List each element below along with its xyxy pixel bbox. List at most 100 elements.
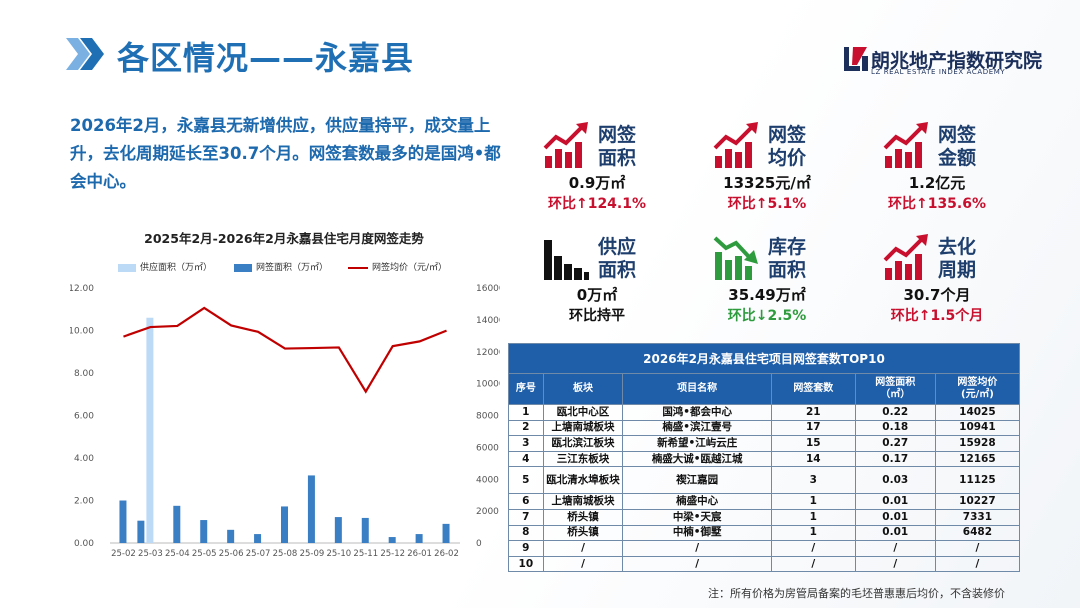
y-right-tick-label: 6000: [476, 443, 499, 453]
x-tick-label: 25-11: [353, 549, 378, 559]
cell-district: 瓯北滨江板块: [542, 435, 624, 452]
cell-rank: 5: [508, 466, 544, 495]
cell-price: 10227: [934, 493, 1021, 510]
table-row: 5 瓯北清水埠板块 禊江嘉园 3 0.03 11125: [508, 466, 1021, 495]
sign-area-bar: [119, 500, 127, 543]
top10-table: 2026年2月永嘉县住宅项目网签套数TOP10 序号 板块 项目名称 网签套数 …: [508, 343, 1021, 573]
y-right-tick-label: 12000: [476, 348, 500, 358]
cell-district: /: [542, 540, 624, 557]
cell-rank: 7: [508, 508, 544, 526]
y-left-tick-label: 8.00: [74, 369, 94, 379]
cell-area: 0.27: [854, 435, 936, 452]
kpi-value: 30.7个月: [903, 286, 971, 304]
kpi-value: 0万㎡: [576, 286, 618, 304]
kpi-change: 环比↓2.5%: [727, 308, 807, 324]
x-tick-label: 25-10: [326, 549, 351, 559]
kpi-supply-area: 供应 面积 0万㎡ 环比持平: [512, 224, 682, 334]
cell-rank: 2: [508, 419, 544, 437]
kpi-sign-amount: 网签 金额 1.2亿元 环比↑135.6%: [852, 112, 1022, 222]
logo-mark-icon: [844, 47, 868, 71]
table-row: 3 瓯北滨江板块 新希望•江屿云庄 15 0.27 15928: [508, 435, 1021, 452]
table-row: 7 桥头镇 中梁•天宸 1 0.01 7331: [508, 508, 1021, 526]
cell-units: 1: [770, 524, 856, 542]
cell-area: 0.01: [854, 524, 936, 542]
cell-units: 21: [770, 404, 856, 421]
kpi-label: 供应 面积: [598, 236, 668, 282]
cell-price: 6482: [934, 524, 1021, 542]
table-row: 9// / / /: [508, 540, 1021, 557]
sign-trend-chart: 0.00 2.00 4.00 6.00 8.00 10.00 12.00 0 2000 4000 6…: [70, 284, 500, 559]
table-row: 8 桥头镇 中楠•御墅 1 0.01 6482: [508, 524, 1021, 542]
kpi-label-line2: 金额: [938, 147, 977, 169]
footnote: 注：所有价格为房管局备案的毛坯普惠惠后均价，不含装修价: [708, 587, 1005, 600]
rising-chart-icon: [543, 122, 588, 168]
x-tick-label: 25-02: [111, 549, 136, 559]
cell-units: 1: [770, 508, 856, 526]
cell-units: /: [770, 555, 856, 573]
supply-bar: [146, 317, 154, 543]
institute-logo: 朗兆地产指数研究院 LZ REAL ESTATE INDEX ACADEMY: [843, 45, 1042, 77]
table-row: 2 上塘南城板块 楠盛•滨江壹号 17 0.18 10941: [508, 419, 1021, 437]
cell-price: 12165: [934, 450, 1021, 468]
kpi-label-line2: 周期: [938, 259, 977, 281]
cell-project: 楠盛大诚•瓯越江城: [622, 450, 772, 468]
kpi-change: 环比↑124.1%: [547, 196, 647, 212]
kpi-label: 网签 面积: [598, 124, 668, 170]
cell-district: 瓯北清水埠板块: [542, 466, 624, 495]
kpi-label-line2: 面积: [598, 147, 637, 169]
col-header-area: 网签面积 （㎡）: [854, 373, 936, 405]
cell-project: 新希望•江屿云庄: [622, 435, 772, 452]
kpi-label-line2: 面积: [768, 259, 807, 281]
cell-project: 国鸿•都会中心: [622, 404, 772, 421]
kpi-label-line2: 面积: [598, 259, 637, 281]
cell-district: 桥头镇: [542, 524, 624, 542]
cell-district: 三江东板块: [542, 450, 624, 468]
price-line: [123, 306, 447, 394]
col-header-rank: 序号: [508, 373, 544, 405]
sign-area-bar: [442, 523, 450, 543]
sign-area-bar: [137, 520, 145, 543]
kpi-label-line2: 均价: [768, 147, 807, 169]
y-left-tick-label: 4.00: [74, 454, 94, 464]
kpi-value: 1.2亿元: [908, 174, 966, 192]
kpi-sign-price: 网签 均价 13325元/㎡ 环比↑5.1%: [682, 112, 852, 222]
cell-area: 0.01: [854, 493, 936, 510]
legend-item-supply: 供应面积（万㎡）: [118, 260, 212, 273]
cell-district: 瓯北中心区: [542, 404, 624, 421]
cell-rank: 8: [508, 524, 544, 542]
y-right-tick-label: 8000: [476, 412, 499, 422]
kpi-inventory-area: 库存 面积 35.49万㎡ 环比↓2.5%: [682, 224, 852, 334]
table-row: 6 上塘南城板块 楠盛中心 1 0.01 10227: [508, 493, 1021, 510]
y-left-tick-label: 10.00: [70, 327, 94, 337]
x-tick-label: 25-09: [300, 549, 325, 559]
x-tick-label: 25-07: [246, 549, 271, 559]
rising-chart-icon: [883, 234, 928, 280]
kpi-label-line1: 供应: [598, 236, 637, 258]
table-row: 1 瓯北中心区 国鸿•都会中心 21 0.22 14025: [508, 404, 1021, 421]
cell-rank: 6: [508, 493, 544, 510]
cell-price: 14025: [934, 404, 1021, 421]
cell-area: 0.01: [854, 508, 936, 526]
legend-item-price: 网签均价（元/㎡）: [348, 260, 447, 273]
table-row: 10// / / /: [508, 555, 1021, 573]
y-right-tick-label: 2000: [476, 507, 499, 517]
table-body: 1 瓯北中心区 国鸿•都会中心 21 0.22 14025 2 上塘南城板块 楠盛•滨江壹号 17…: [508, 404, 1021, 573]
logo-english-name: LZ REAL ESTATE INDEX ACADEMY: [871, 68, 1006, 76]
cell-district: 上塘南城板块: [542, 419, 624, 437]
chart-title: 2025年2月-2026年2月永嘉县住宅月度网签走势: [144, 231, 424, 246]
sign-area-bar: [415, 534, 423, 543]
cell-project: 中梁•天宸: [622, 508, 772, 526]
legend-label-supply: 供应面积（万㎡）: [140, 263, 213, 273]
sign-area-bar: [307, 475, 315, 543]
y-left-tick-label: 2.00: [74, 497, 94, 507]
cell-price: 7331: [934, 508, 1021, 526]
sign-area-bar: [281, 506, 288, 543]
table-row: 4 三江东板块 楠盛大诚•瓯越江城 14 0.17 12165: [508, 450, 1021, 468]
sign-area-bar: [361, 517, 369, 543]
cell-units: 3: [770, 466, 856, 495]
cell-rank: 1: [508, 404, 544, 421]
kpi-change: 环比↑5.1%: [727, 196, 807, 212]
kpi-label-line1: 去化: [938, 236, 977, 258]
kpi-destocking-cycle: 去化 周期 30.7个月 环比↑1.5个月: [852, 224, 1022, 334]
kpi-label: 网签 均价: [768, 124, 838, 170]
